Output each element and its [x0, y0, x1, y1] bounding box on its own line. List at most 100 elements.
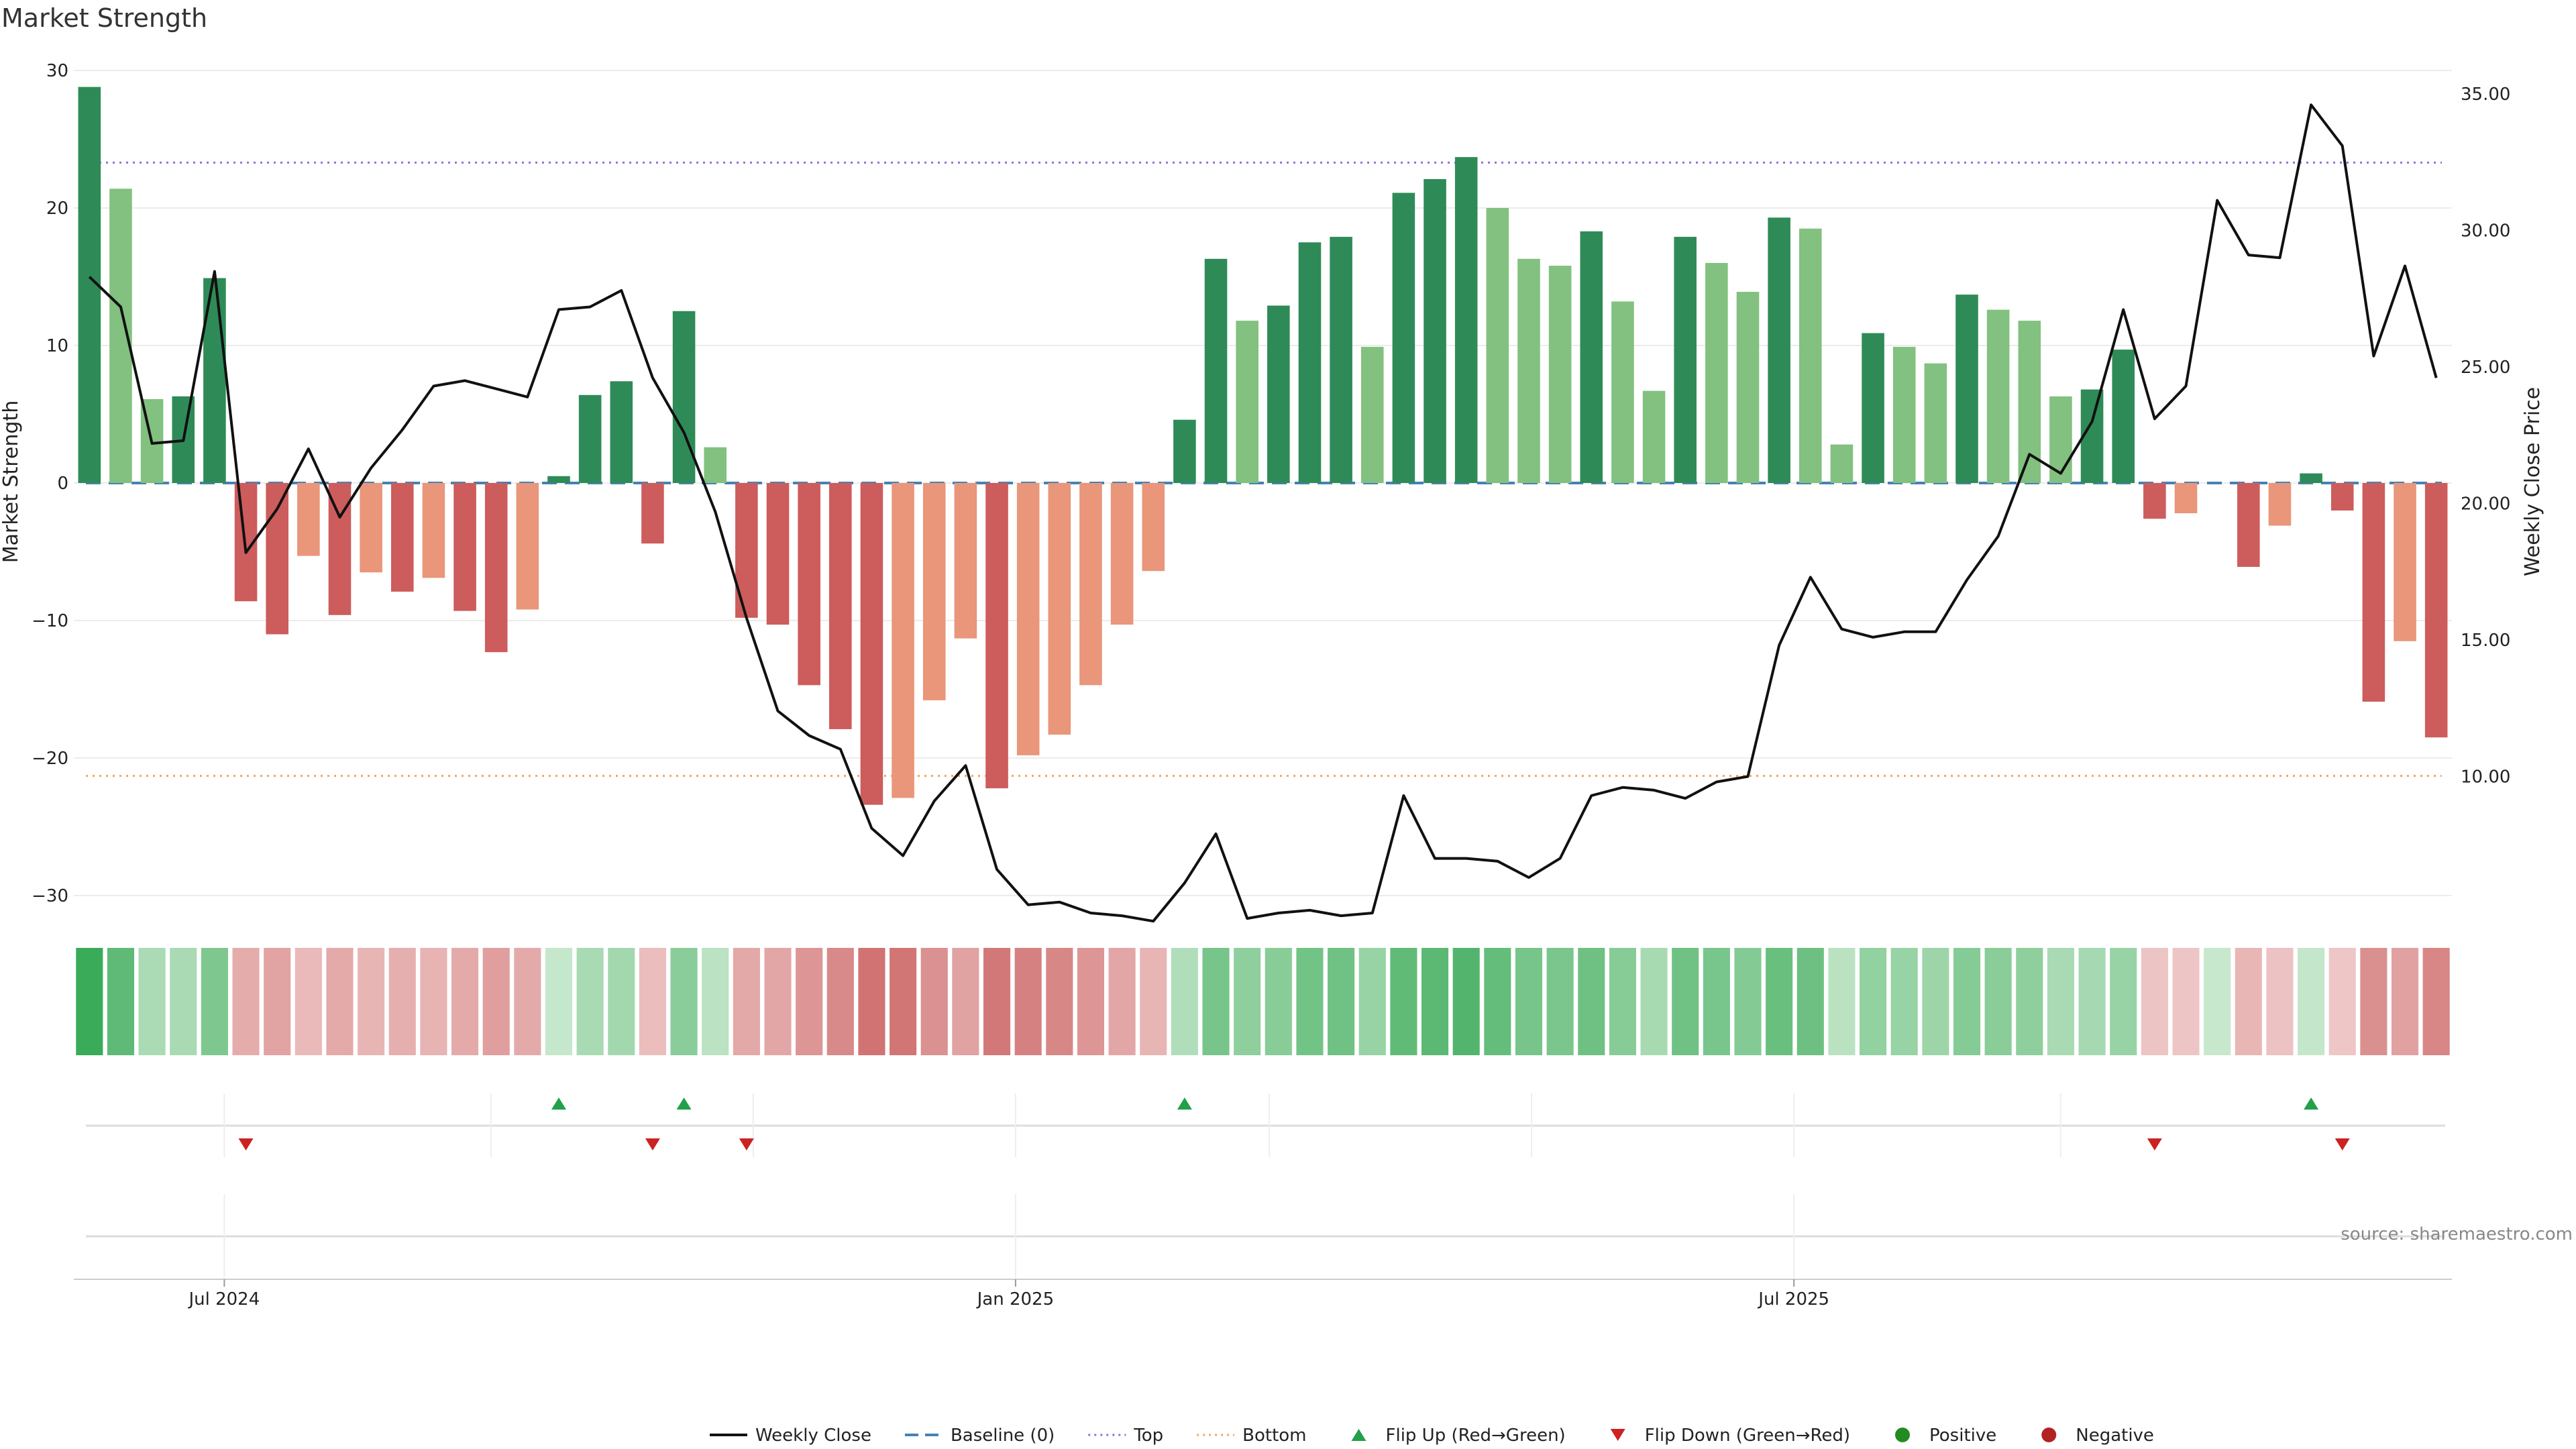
strength-bar [2112, 350, 2135, 483]
strip-cell [1421, 948, 1449, 1055]
strip-cell [420, 948, 447, 1055]
strip-cell [764, 948, 792, 1055]
strip-cell [1890, 948, 1918, 1055]
flip-up-marker [676, 1097, 692, 1110]
flip-markers [86, 1093, 2445, 1157]
strip-cell [1953, 948, 1981, 1055]
flip-down-marker [2334, 1138, 2350, 1150]
strip-cell [826, 948, 854, 1055]
strength-bar [922, 483, 946, 700]
legend-label: Flip Down (Green→Red) [1645, 1426, 1850, 1446]
strength-bar [1955, 294, 1978, 483]
legend-item: Baseline (0) [904, 1426, 1055, 1446]
flip-up-marker [551, 1097, 566, 1110]
strength-bar [1298, 242, 1322, 483]
strength-bar [1611, 301, 1634, 483]
legend-item: Flip Down (Green→Red) [1610, 1426, 1850, 1446]
strip-cell [1578, 948, 1605, 1055]
strength-bar [829, 483, 852, 729]
right-tick-label: 10.00 [2461, 767, 2510, 788]
strip-cell [326, 948, 354, 1055]
strip-cell [576, 948, 604, 1055]
legend: Weekly Close Baseline (0) Top Bottom Flip Up… [710, 1426, 2154, 1446]
strip-cell [1734, 948, 1762, 1055]
strip-cell [1390, 948, 1417, 1055]
strip-cell [2298, 948, 2325, 1055]
strength-bar [2362, 483, 2385, 702]
legend-label: Flip Up (Red→Green) [1386, 1426, 1566, 1446]
strip-cell [1265, 948, 1292, 1055]
left-tick-label: 10 [46, 336, 68, 356]
legend-label: Positive [1929, 1426, 1996, 1446]
strip-cell [2360, 948, 2387, 1055]
strength-bar [2143, 483, 2166, 519]
strength-bar [1642, 390, 1666, 483]
legend-item: Flip Up (Red→Green) [1351, 1426, 1566, 1446]
strength-bar [1236, 321, 1258, 483]
strength-bar [1142, 483, 1165, 572]
strength-bar [2174, 483, 2198, 514]
legend-swatch-flip-down [1610, 1429, 1625, 1441]
legend-swatch-dot [1895, 1428, 1911, 1442]
strength-bar [1267, 305, 1290, 483]
flip-up-marker [1177, 1097, 1192, 1110]
strength-bar [1424, 178, 1446, 483]
strip-cell [482, 948, 510, 1055]
x-tick-label: Jan 2025 [976, 1289, 1055, 1309]
strip-cell [1546, 948, 1574, 1055]
legend-item: Top [1088, 1426, 1163, 1446]
strip-cell [1171, 948, 1198, 1055]
strip-cell [858, 948, 885, 1055]
left-tick-label: 0 [57, 474, 68, 494]
strength-bar [1580, 231, 1603, 483]
strip-cell [2016, 948, 2043, 1055]
strength-bar [1204, 258, 1228, 483]
strip-cell [1860, 948, 1887, 1055]
strength-bars [78, 87, 2448, 805]
strip-cell [608, 948, 635, 1055]
left-tick-label: −10 [32, 611, 68, 631]
strength-bar [1048, 483, 1071, 735]
weekly-close-polyline [88, 103, 2438, 923]
strength-bar [297, 483, 320, 556]
strength-bar [672, 311, 696, 483]
right-tick-label: 30.00 [2461, 221, 2510, 241]
strength-bar [1705, 263, 1728, 483]
flip-down-marker [739, 1138, 754, 1150]
strength-bar [1674, 237, 1697, 483]
strip-cell [2047, 948, 2074, 1055]
strip-cell [639, 948, 666, 1055]
strength-bar [1173, 419, 1196, 483]
right-tick-label: 15.00 [2461, 631, 2510, 651]
strength-bar [1736, 292, 1760, 483]
strength-bar [390, 483, 414, 592]
strip-cell [2172, 948, 2200, 1055]
legend-label: Bottom [1242, 1426, 1306, 1446]
strength-bar [1924, 363, 1947, 483]
strip-cell [702, 948, 729, 1055]
strength-bar [860, 483, 883, 805]
strength-bar [892, 483, 914, 798]
strength-bar [1392, 193, 1415, 483]
right-axis-ticks: 35.00 30.00 25.00 20.00 15.00 10.00 [2461, 85, 2510, 788]
legend-item: Weekly Close [710, 1426, 871, 1446]
strip-cell [1766, 948, 1793, 1055]
strength-bar [2268, 483, 2292, 526]
strength-bar [2300, 473, 2322, 483]
strip-cell [138, 948, 166, 1055]
strip-cell [107, 948, 135, 1055]
reference-lines [86, 161, 2442, 777]
strip-cell [1328, 948, 1355, 1055]
strip-cell [170, 948, 197, 1055]
strip-cell [1014, 948, 1042, 1055]
right-tick-label: 35.00 [2461, 85, 2510, 105]
strength-bar [2237, 483, 2260, 568]
strength-bar [2394, 483, 2416, 641]
strip-cell [1108, 948, 1136, 1055]
x-tick-label: Jul 2024 [187, 1289, 260, 1309]
strength-bar [484, 483, 508, 653]
strip-cell [2328, 948, 2356, 1055]
strip-cell [232, 948, 260, 1055]
strip-cell [670, 948, 698, 1055]
